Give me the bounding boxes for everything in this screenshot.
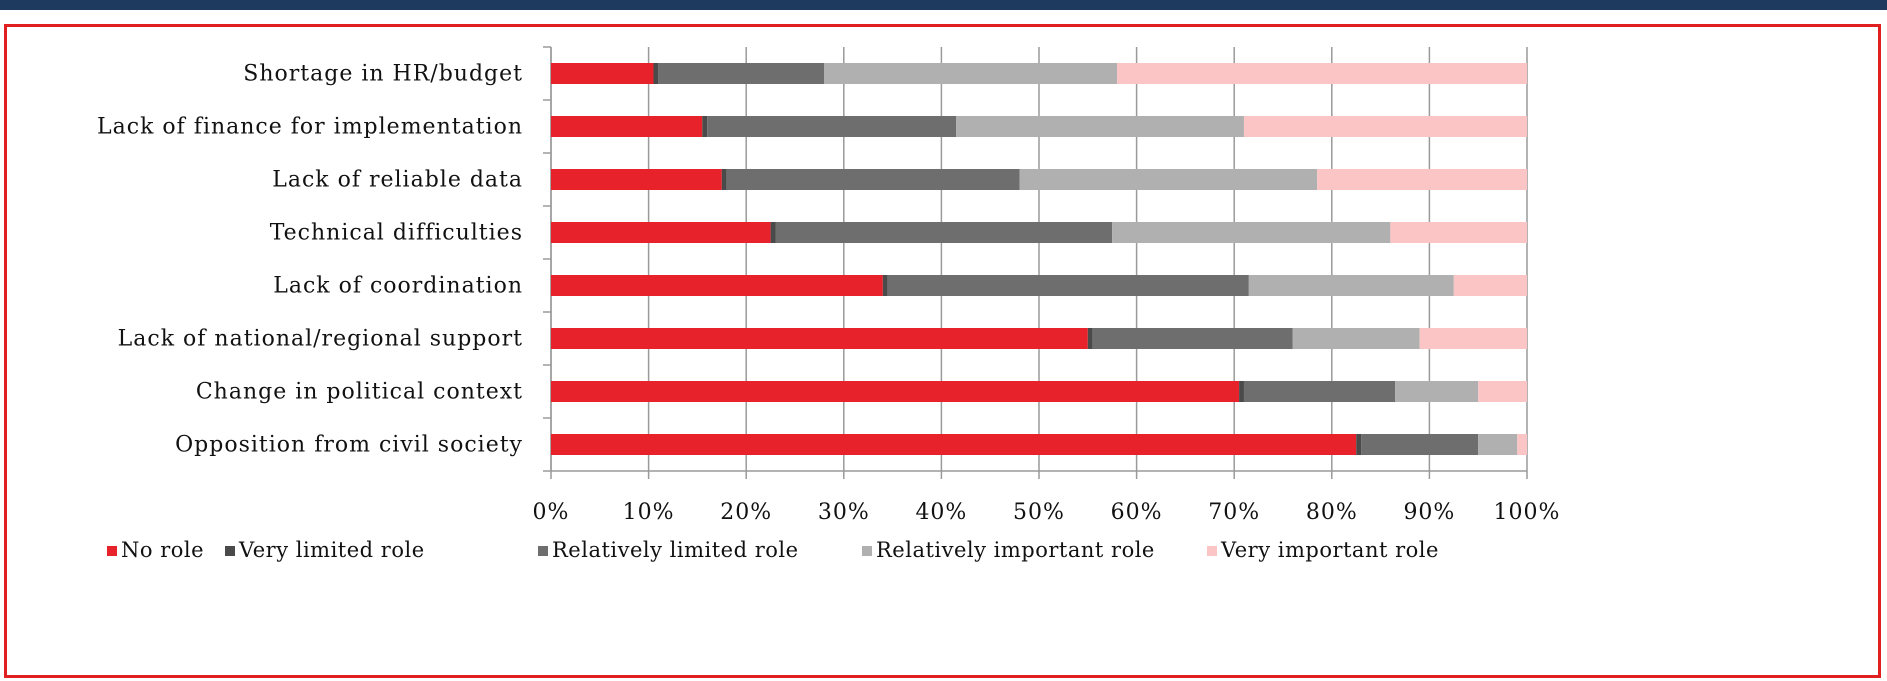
- category-label: Opposition from civil society: [175, 433, 523, 458]
- bar-segment: [1317, 169, 1527, 190]
- bar-segment: [1517, 434, 1527, 455]
- legend-label: No role: [121, 538, 204, 562]
- x-tick-label: 10%: [623, 500, 675, 525]
- legend-label: Relatively limited role: [552, 538, 799, 562]
- legend-swatch: [862, 546, 872, 556]
- legend-swatch: [225, 546, 235, 556]
- bar-segment: [1243, 116, 1527, 137]
- legend-swatch: [107, 546, 117, 556]
- bar-segment: [1248, 275, 1454, 296]
- x-tick-label: 40%: [915, 500, 967, 525]
- x-tick-label: 90%: [1403, 500, 1455, 525]
- bar-segment: [551, 222, 771, 243]
- x-tick-label: 0%: [533, 500, 570, 525]
- x-tick-label: 80%: [1306, 500, 1358, 525]
- bar-segment: [1292, 328, 1420, 349]
- bar-segment: [1087, 328, 1093, 349]
- bar-segment: [1092, 328, 1293, 349]
- bar-segment: [824, 63, 1118, 84]
- x-tick-label: 70%: [1208, 500, 1260, 525]
- chart-area: Shortage in HR/budget Lack of finance for…: [4, 24, 1881, 678]
- bar-segment: [707, 116, 957, 137]
- legend-swatch: [538, 546, 548, 556]
- bar-segment: [956, 116, 1244, 137]
- bar-segment: [775, 222, 1113, 243]
- stacked-bar-chart: Shortage in HR/budget Lack of finance for…: [97, 46, 1561, 562]
- bar-segment: [887, 275, 1249, 296]
- bar-segment: [551, 275, 883, 296]
- category-label: Lack of coordination: [273, 274, 523, 299]
- category-label: Lack of reliable data: [272, 168, 523, 193]
- bar-segment: [1356, 434, 1362, 455]
- category-label: Lack of national/regional support: [118, 327, 523, 352]
- bar-segment: [1361, 434, 1479, 455]
- bar-segment: [1419, 328, 1527, 349]
- bar-segment: [1243, 381, 1396, 402]
- bar-segment: [1239, 381, 1244, 402]
- legend-swatch: [1207, 546, 1217, 556]
- bar-segment: [702, 116, 708, 137]
- bar-segment: [551, 381, 1240, 402]
- category-label: Change in political context: [196, 380, 523, 405]
- bar-segment: [1478, 434, 1518, 455]
- legend-label: Very limited role: [238, 538, 425, 562]
- bar-segment: [653, 63, 659, 84]
- category-label: Technical difficulties: [270, 221, 523, 246]
- bar-segment: [882, 275, 888, 296]
- bar-segment: [658, 63, 825, 84]
- bar-segment: [770, 222, 776, 243]
- bar-segment: [1117, 63, 1527, 84]
- bar-segment: [551, 63, 654, 84]
- bar-segment: [1019, 169, 1318, 190]
- x-tick-label: 100%: [1494, 500, 1561, 525]
- category-label: Lack of finance for implementation: [97, 115, 523, 140]
- legend-label: Relatively important role: [876, 538, 1155, 562]
- bar-segment: [1453, 275, 1527, 296]
- x-tick-label: 60%: [1111, 500, 1163, 525]
- category-label: Shortage in HR/budget: [243, 62, 523, 87]
- bar-segment: [1112, 222, 1391, 243]
- x-tick-label: 30%: [818, 500, 870, 525]
- legend-label: Very important role: [1220, 538, 1439, 562]
- bar-segment: [1478, 381, 1527, 402]
- bar-segment: [551, 116, 703, 137]
- bar-segment: [551, 169, 722, 190]
- bar-segment: [721, 169, 727, 190]
- bar-segment: [726, 169, 1020, 190]
- bar-segment: [551, 328, 1088, 349]
- bar-segment: [1390, 222, 1527, 243]
- x-tick-label: 50%: [1013, 500, 1065, 525]
- x-tick-label: 20%: [720, 500, 772, 525]
- bar-segment: [1395, 381, 1479, 402]
- bar-segment: [551, 434, 1357, 455]
